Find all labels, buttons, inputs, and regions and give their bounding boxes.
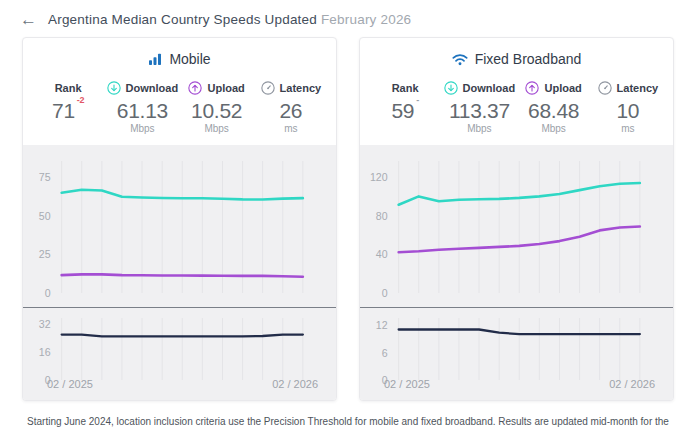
svg-text:40: 40 bbox=[376, 248, 388, 260]
fixed-speed-chart: 120 80 40 0 bbox=[360, 155, 673, 299]
rank-value: 59- bbox=[368, 99, 442, 122]
x-axis-start-label: 02 / 2025 bbox=[384, 378, 430, 390]
download-unit: Mbps bbox=[442, 123, 516, 135]
mobile-stat-rank: Rank 71-2 bbox=[31, 79, 105, 135]
latency-value: 26 bbox=[254, 99, 328, 122]
rank-delta-badge: - bbox=[416, 95, 419, 105]
mobile-stats-row: Rank 71-2 Download 61.13 Mbps bbox=[23, 71, 336, 145]
fixed-charts: 120 80 40 0 12 6 0 02 / 2025 02 / 2026 bbox=[360, 145, 673, 400]
svg-text:50: 50 bbox=[39, 209, 51, 221]
download-label: Download bbox=[463, 82, 516, 94]
svg-text:32: 32 bbox=[39, 318, 51, 330]
page-title-text: Argentina Median Country Speeds Updated bbox=[48, 12, 317, 27]
download-circle-icon bbox=[444, 81, 458, 95]
svg-text:80: 80 bbox=[376, 209, 388, 221]
svg-text:120: 120 bbox=[370, 170, 388, 182]
mobile-x-axis-labels: 02 / 2025 02 / 2026 bbox=[23, 378, 336, 400]
upload-circle-icon bbox=[188, 81, 202, 95]
gauge-icon bbox=[598, 81, 612, 95]
upload-label: Upload bbox=[544, 82, 581, 94]
fixed-stat-download: Download 113.37 Mbps bbox=[442, 79, 516, 135]
download-value: 113.37 bbox=[442, 99, 516, 122]
x-axis-end-label: 02 / 2026 bbox=[609, 378, 655, 390]
methodology-note: Starting June 2024, location inclusion c… bbox=[18, 414, 678, 432]
latency-label: Latency bbox=[280, 82, 322, 94]
page-title: Argentina Median Country Speeds Updated … bbox=[48, 12, 411, 27]
svg-text:75: 75 bbox=[39, 170, 51, 182]
svg-text:16: 16 bbox=[39, 346, 51, 358]
latency-label: Latency bbox=[617, 82, 659, 94]
fixed-x-axis-labels: 02 / 2025 02 / 2026 bbox=[360, 378, 673, 400]
page-header: ← Argentina Median Country Speeds Update… bbox=[0, 0, 696, 37]
signal-bars-icon bbox=[148, 52, 162, 66]
mobile-card: Mobile Rank 71-2 Download 61.13 Mbps bbox=[22, 37, 337, 401]
download-value: 61.13 bbox=[105, 99, 179, 122]
mobile-stat-upload: Upload 10.52 Mbps bbox=[180, 79, 254, 135]
fixed-latency-section: 1260 bbox=[360, 307, 673, 386]
fixed-stat-latency: Latency 10 ms bbox=[591, 79, 665, 135]
fixed-stat-upload: Upload 68.48 Mbps bbox=[517, 79, 591, 135]
latency-value: 10 bbox=[591, 99, 665, 122]
upload-value: 10.52 bbox=[180, 99, 254, 122]
x-axis-end-label: 02 / 2026 bbox=[272, 378, 318, 390]
mobile-latency-chart: 32160 bbox=[23, 312, 336, 386]
mobile-charts: 75 50 25 0 32 16 0 02 / 2025 02 / 2026 bbox=[23, 145, 336, 400]
download-unit: Mbps bbox=[105, 123, 179, 135]
svg-text:12: 12 bbox=[376, 319, 388, 331]
cards-row: Mobile Rank 71-2 Download 61.13 Mbps bbox=[0, 37, 696, 401]
fixed-latency-chart: 1260 bbox=[360, 312, 673, 386]
rank-value: 71-2 bbox=[31, 99, 105, 122]
upload-unit: Mbps bbox=[517, 123, 591, 135]
mobile-speed-chart: 75 50 25 0 bbox=[23, 155, 336, 299]
mobile-card-title-label: Mobile bbox=[169, 51, 210, 67]
svg-text:0: 0 bbox=[45, 287, 51, 299]
download-label: Download bbox=[126, 82, 179, 94]
mobile-stat-latency: Latency 26 ms bbox=[254, 79, 328, 135]
fixed-card-title-label: Fixed Broadband bbox=[475, 51, 582, 67]
mobile-stat-download: Download 61.13 Mbps bbox=[105, 79, 179, 135]
fixed-stat-rank: Rank 59- bbox=[368, 79, 442, 135]
back-button[interactable]: ← bbox=[20, 11, 37, 28]
upload-circle-icon bbox=[525, 81, 539, 95]
upload-unit: Mbps bbox=[180, 123, 254, 135]
svg-text:0: 0 bbox=[382, 287, 388, 299]
page-title-period: February 2026 bbox=[321, 12, 411, 27]
fixed-stats-row: Rank 59- Download 113.37 Mbps bbox=[360, 71, 673, 145]
mobile-latency-section: 32160 bbox=[23, 307, 336, 386]
wifi-icon bbox=[452, 53, 468, 66]
upload-value: 68.48 bbox=[517, 99, 591, 122]
rank-delta-badge: -2 bbox=[77, 95, 84, 105]
rank-label: Rank bbox=[392, 82, 419, 94]
rank-label: Rank bbox=[55, 82, 82, 94]
svg-text:6: 6 bbox=[382, 346, 388, 358]
upload-label: Upload bbox=[207, 82, 244, 94]
fixed-card-title: Fixed Broadband bbox=[360, 38, 673, 71]
latency-unit: ms bbox=[591, 123, 665, 135]
latency-unit: ms bbox=[254, 123, 328, 135]
mobile-card-title: Mobile bbox=[23, 38, 336, 71]
gauge-icon bbox=[261, 81, 275, 95]
download-circle-icon bbox=[107, 81, 121, 95]
svg-text:25: 25 bbox=[39, 248, 51, 260]
fixed-broadband-card: Fixed Broadband Rank 59- Download 113.37 bbox=[359, 37, 674, 401]
x-axis-start-label: 02 / 2025 bbox=[47, 378, 93, 390]
